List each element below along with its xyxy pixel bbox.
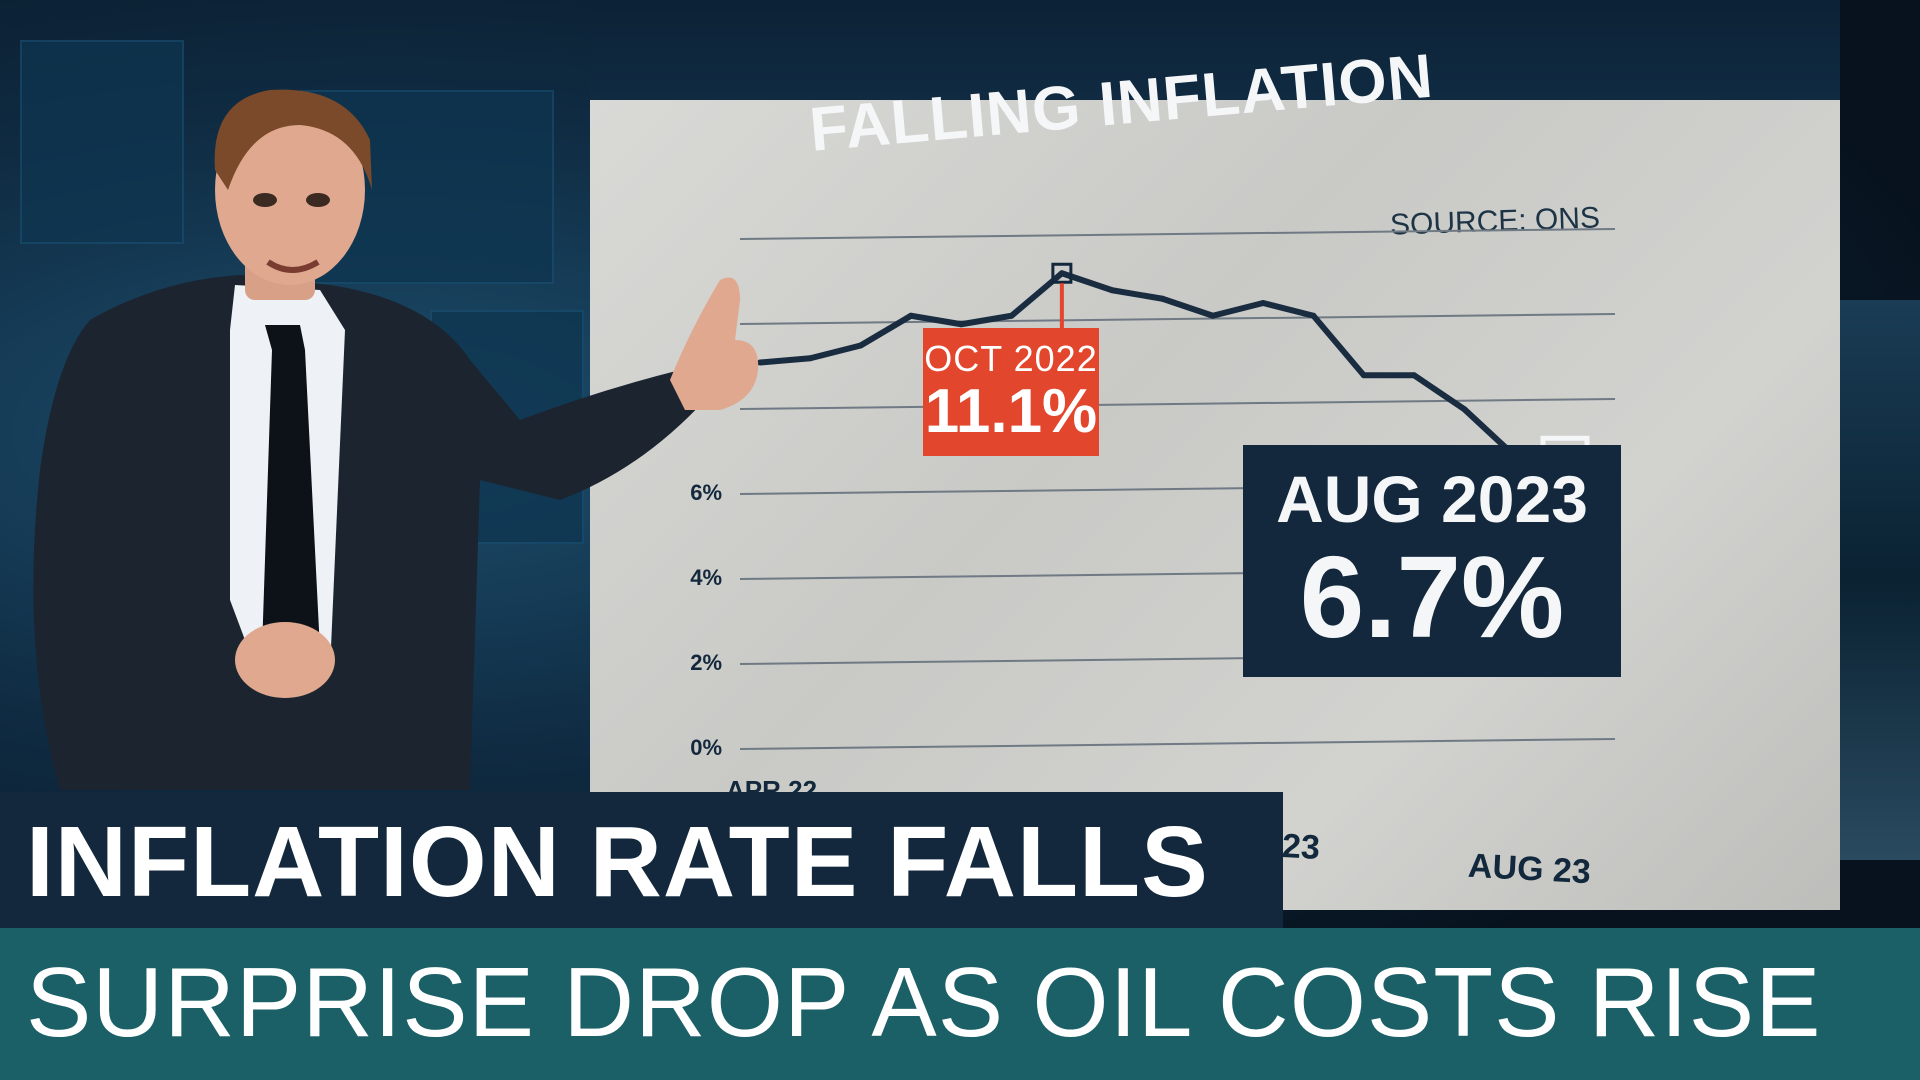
y-tick-label: 0% [690, 735, 722, 760]
peak-callout: OCT 2022 11.1% [923, 328, 1099, 456]
y-tick-label: 6% [690, 480, 722, 505]
presenter-suit [33, 275, 706, 790]
gridline [739, 228, 1616, 240]
headline-bar [0, 792, 1283, 928]
chart-board [590, 100, 1840, 910]
presenter-mouth [266, 259, 320, 273]
series-point [1058, 270, 1065, 277]
presenter-hair [214, 89, 372, 190]
gridline [739, 313, 1616, 325]
series-point [1260, 300, 1267, 306]
y-axis-ticks: 0% 2% 4% 6% [690, 480, 722, 760]
presenter-tie [262, 325, 320, 690]
studio-wall-panel [20, 40, 184, 244]
presenter-eye [306, 193, 330, 207]
series-point [1360, 372, 1367, 379]
headline: INFLATION RATE FALLS [26, 806, 1209, 918]
presenter [33, 89, 759, 790]
gridline [739, 398, 1616, 410]
subheadline: SURPRISE DROP AS OIL COSTS RISE [26, 947, 1822, 1057]
x-tick-label: AUG 23 [1467, 846, 1592, 892]
series-point [1008, 312, 1015, 319]
presenter-eye [253, 193, 277, 207]
series-point [1461, 406, 1468, 413]
series-point [1209, 312, 1216, 319]
series-point [807, 355, 814, 362]
series-point [958, 321, 965, 328]
latest-callout-value: 6.7% [1299, 532, 1565, 662]
series-point [1411, 372, 1418, 379]
x-tick-label: 23 [1281, 827, 1321, 867]
latest-callout: AUG 2023 6.7% [1243, 445, 1621, 677]
peak-callout-date: OCT 2022 [924, 338, 1098, 379]
y-tick-label: 2% [690, 650, 722, 675]
series-point [1109, 287, 1116, 294]
subheadline-bar [0, 928, 1920, 1080]
series-point [907, 312, 914, 319]
presenter-hand [670, 277, 759, 410]
presenter-hand [235, 622, 335, 698]
peak-marker [1051, 262, 1073, 284]
background-monitor [1840, 300, 1920, 860]
series-point [1159, 295, 1166, 302]
latest-callout-date: AUG 2023 [1276, 462, 1588, 536]
series-point [857, 342, 864, 349]
gridline [739, 738, 1616, 750]
peak-callout-value: 11.1% [924, 377, 1098, 446]
series-point [757, 359, 763, 366]
y-tick-label: 4% [690, 565, 722, 590]
series-point [1310, 312, 1317, 319]
